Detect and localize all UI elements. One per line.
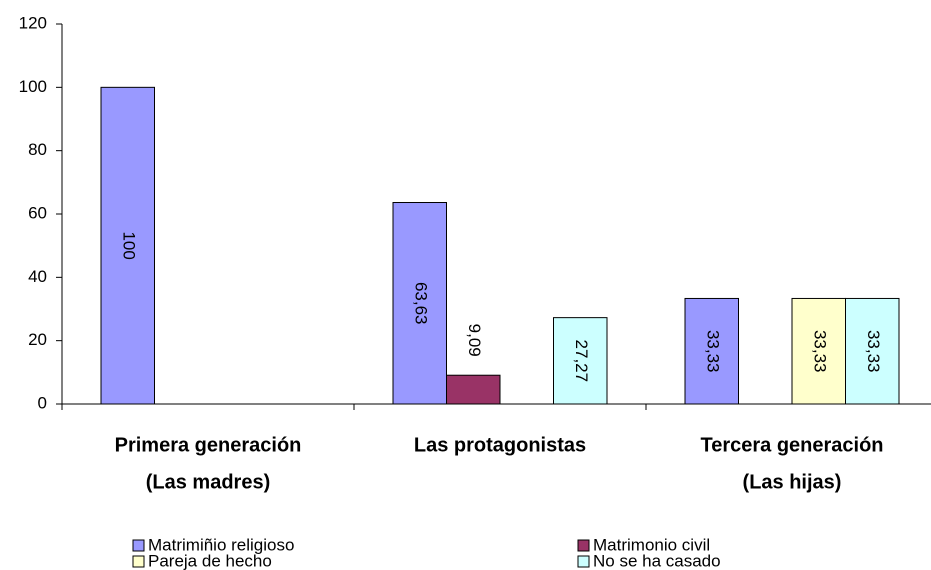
legend-swatch <box>577 539 590 552</box>
y-tick-label: 80 <box>28 140 47 159</box>
bar <box>553 317 608 405</box>
y-tick-label: 100 <box>19 77 47 96</box>
y-tick-label: 120 <box>19 13 47 32</box>
value-label: 33,33 <box>703 330 722 373</box>
y-tick-label: 40 <box>28 267 47 286</box>
bar <box>392 202 447 405</box>
legend-label: Pareja de hecho <box>148 551 272 570</box>
y-tick-label: 20 <box>28 330 47 349</box>
legend-label: No se ha casado <box>593 551 721 570</box>
value-label: 27,27 <box>572 340 591 383</box>
legend-swatch <box>132 555 145 568</box>
bar <box>684 297 739 405</box>
value-label: 9,09 <box>465 324 484 357</box>
bar <box>446 374 501 405</box>
bar <box>791 297 846 405</box>
legend-label: Matrimonio civil <box>593 535 710 554</box>
value-label: 100 <box>119 231 138 259</box>
x-tick-label: Primera generación <box>115 434 302 456</box>
value-label: 63,63 <box>411 282 430 325</box>
legend-swatch <box>132 539 145 552</box>
legend-swatch <box>577 555 590 568</box>
value-label: 33,33 <box>810 330 829 373</box>
x-tick-label: (Las madres) <box>146 471 271 493</box>
x-tick-label: Las protagonistas <box>414 434 586 456</box>
x-tick-label: (Las hijas) <box>743 471 842 493</box>
bar <box>845 297 900 405</box>
x-tick-label: Tercera generación <box>700 434 883 456</box>
y-tick-label: 0 <box>38 393 47 412</box>
y-tick-label: 60 <box>28 203 47 222</box>
value-label: 33,33 <box>864 330 883 373</box>
bar <box>100 86 155 405</box>
legend-label: Matrimiñio religioso <box>148 535 294 554</box>
